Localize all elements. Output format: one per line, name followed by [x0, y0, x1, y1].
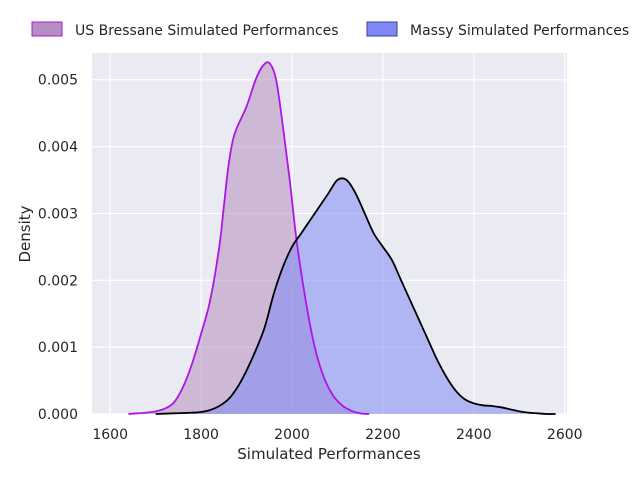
- y-axis-label: Density: [16, 205, 34, 262]
- legend-label-us-bressane: US Bressane Simulated Performances: [75, 23, 339, 39]
- y-tick-label: 0.004: [38, 140, 78, 156]
- y-axis-ticks: 0.000 0.001 0.002 0.003 0.004 0.005: [38, 73, 78, 423]
- y-tick-label: 0.002: [38, 273, 78, 289]
- legend-label-massy: Massy Simulated Performances: [410, 23, 629, 39]
- density-line-us-bressane: [128, 61, 370, 415]
- x-tick-label: 2200: [365, 427, 401, 443]
- x-tick-label: 2000: [274, 427, 310, 443]
- x-tick-label: 2600: [547, 427, 583, 443]
- x-axis-ticks: 1600 1800 2000 2200 2400 2600: [92, 427, 582, 443]
- y-tick-label: 0.005: [38, 73, 78, 89]
- y-tick-label: 0.003: [38, 206, 78, 222]
- y-tick-label: 0.000: [38, 407, 78, 423]
- x-tick-label: 1800: [183, 427, 219, 443]
- legend: US Bressane Simulated Performances Massy…: [31, 21, 629, 39]
- series-layer: [128, 61, 556, 415]
- x-tick-label: 1600: [92, 427, 128, 443]
- y-tick-label: 0.001: [38, 340, 78, 356]
- legend-swatch-us-bressane: [31, 21, 63, 37]
- legend-swatch-massy: [366, 21, 398, 37]
- x-axis-label: Simulated Performances: [237, 445, 421, 463]
- x-tick-label: 2400: [456, 427, 492, 443]
- density-area-massy: [155, 178, 556, 415]
- density-line-massy: [155, 177, 556, 415]
